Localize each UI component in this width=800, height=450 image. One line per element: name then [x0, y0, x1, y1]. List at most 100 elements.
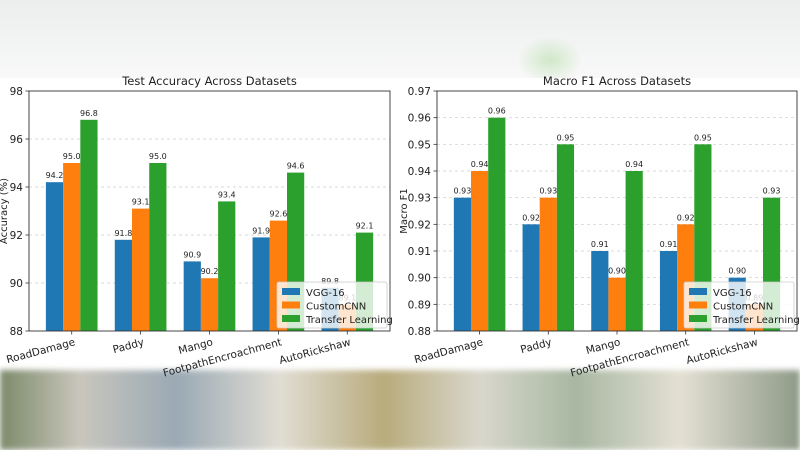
- x-tick-label: RoadDamage: [5, 336, 76, 366]
- data-label: 92.1: [356, 222, 374, 231]
- y-tick-label: 0.93: [408, 193, 431, 205]
- bar-customcnn: [471, 171, 489, 331]
- bar-vgg-16: [252, 237, 270, 331]
- y-tick-label: 92: [10, 230, 23, 242]
- data-label: 89.8: [321, 277, 339, 286]
- bar-vgg-16: [45, 182, 64, 331]
- data-label: 0.90: [728, 267, 746, 276]
- bar-vgg-16: [183, 261, 201, 331]
- y-tick-label: 0.96: [408, 113, 432, 125]
- data-label: 0.96: [488, 107, 506, 116]
- bar-transfer-learning: [488, 117, 506, 332]
- legend-swatch: [689, 301, 707, 309]
- bar-customcnn: [539, 197, 557, 331]
- data-label: 0.90: [608, 267, 626, 276]
- data-label: 0.91: [591, 240, 609, 249]
- y-tick-label: 0.88: [408, 326, 431, 338]
- data-label: 0.91: [660, 240, 678, 249]
- legend-entry: Transfer Learning: [712, 315, 800, 326]
- data-label: 95.0: [149, 152, 167, 161]
- y-tick-label: 98: [10, 86, 23, 98]
- bar-customcnn: [200, 278, 219, 331]
- data-label: 92.6: [269, 210, 287, 219]
- y-tick-label: 96: [10, 134, 24, 146]
- legend-box: [276, 281, 388, 329]
- y-tick-label: 0.89: [408, 299, 431, 311]
- data-label: 90.9: [183, 250, 201, 259]
- x-tick-label: AutoRickshaw: [278, 336, 353, 367]
- bar-vgg-16: [591, 251, 609, 331]
- x-tick-label: Paddy: [519, 336, 553, 356]
- data-label: 95.0: [63, 152, 81, 161]
- bar-transfer-learning: [80, 119, 98, 331]
- legend-entry: VGG-16: [713, 288, 752, 299]
- x-tick-label: FootpathEncroachment: [569, 336, 690, 379]
- axes-frame: [436, 90, 798, 332]
- data-label: 96.8: [80, 109, 98, 118]
- data-label: 0.92: [677, 213, 695, 222]
- legend-entry: CustomCNN: [306, 302, 366, 313]
- chart-title: Test Accuracy Across Datasets: [121, 74, 297, 88]
- x-tick-label: Paddy: [112, 336, 146, 356]
- data-label: 0.94: [625, 160, 643, 169]
- x-tick-label: FootpathEncroachment: [162, 336, 283, 379]
- bar-vgg-16: [114, 239, 132, 331]
- x-tick-label: RoadDamage: [413, 336, 484, 366]
- data-label: 0.95: [557, 133, 575, 142]
- chart-2: 0.88 0.89 0.90 0.91 0.92 0.93 0.94 0.95 0.96 0.97…: [399, 74, 800, 380]
- y-tick-label: 0.92: [408, 219, 431, 231]
- y-axis-label: Macro F1: [399, 188, 410, 234]
- y-tick-label: 0.91: [408, 246, 431, 258]
- legend-swatch: [689, 315, 707, 322]
- legend-swatch: [689, 288, 707, 295]
- data-label: 0.93: [539, 187, 557, 196]
- chart-title: Macro F1 Across Datasets: [543, 74, 691, 88]
- blurred-background-top: [0, 0, 800, 78]
- axes-frame: [28, 90, 391, 332]
- bar-vgg-16: [522, 224, 540, 331]
- chart-1: 88 90 92 94 96 98 94.2 91.8 90.9 91.9 89.8 95.0 93.1…: [0, 74, 393, 380]
- legend: VGG-16 CustomCNN Transfer Learning: [683, 281, 800, 329]
- bar-transfer-learning: [556, 144, 575, 331]
- legend-swatch: [282, 288, 300, 295]
- legend-entry: VGG-16: [306, 288, 345, 299]
- y-tick-label: 90: [10, 278, 23, 290]
- data-label: 0.92: [522, 213, 540, 222]
- y-axis-label: Accuracy (%): [0, 178, 10, 244]
- data-label: 91.8: [114, 229, 132, 238]
- x-tick-label: Mango: [585, 336, 622, 357]
- bar-transfer-learning: [149, 163, 167, 331]
- x-tick-label: AutoRickshaw: [685, 336, 760, 367]
- data-label: 91.9: [252, 226, 270, 235]
- bar-customcnn: [608, 277, 626, 331]
- y-tick-label: 0.97: [408, 86, 431, 98]
- bar-customcnn: [63, 163, 81, 331]
- y-tick-label: 94: [10, 182, 24, 194]
- data-label: 94.2: [46, 171, 64, 180]
- bar-vgg-16: [659, 251, 678, 331]
- data-label: 0.94: [471, 160, 489, 169]
- y-tick-label: 0.95: [408, 139, 431, 151]
- bar-customcnn: [131, 208, 150, 331]
- blurred-background-bottom: [0, 370, 800, 450]
- data-label: 0.95: [694, 133, 712, 142]
- data-label: 0.93: [454, 187, 472, 196]
- data-label: 90.2: [201, 267, 219, 276]
- legend-entry: CustomCNN: [713, 302, 773, 313]
- x-tick-label: Mango: [177, 336, 214, 357]
- bar-transfer-learning: [218, 201, 236, 331]
- data-label: 93.1: [132, 198, 150, 207]
- data-label: 0.93: [763, 187, 781, 196]
- legend-entry: Transfer Learning: [305, 315, 393, 326]
- legend-swatch: [282, 301, 300, 309]
- bar-vgg-16: [453, 197, 472, 331]
- y-tick-label: 0.94: [408, 166, 432, 178]
- y-tick-label: 88: [10, 326, 23, 338]
- legend-box: [683, 281, 795, 329]
- data-label: 93.4: [218, 190, 236, 199]
- bar-transfer-learning: [625, 171, 643, 331]
- legend: VGG-16 CustomCNN Transfer Learning: [276, 281, 393, 329]
- y-tick-label: 0.90: [408, 273, 431, 285]
- data-label: 94.6: [287, 162, 305, 171]
